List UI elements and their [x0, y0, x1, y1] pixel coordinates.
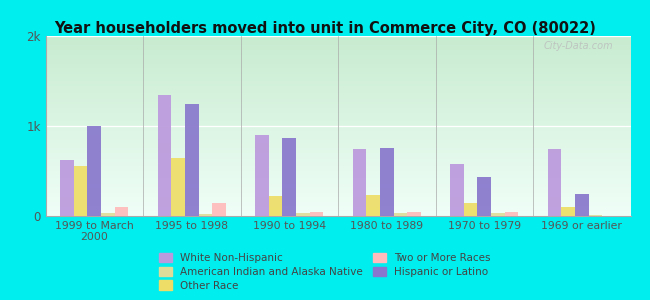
Bar — [491, 213, 504, 216]
Bar — [352, 148, 367, 216]
Bar — [588, 215, 602, 216]
Bar — [575, 194, 588, 216]
Bar — [157, 94, 172, 216]
Bar — [367, 195, 380, 216]
Bar — [185, 103, 199, 216]
Bar — [380, 148, 394, 216]
Legend: White Non-Hispanic, American Indian and Alaska Native, Other Race, Two or More R: White Non-Hispanic, American Indian and … — [155, 248, 495, 295]
Bar — [547, 149, 561, 216]
Text: City-Data.com: City-Data.com — [543, 41, 613, 51]
Bar — [172, 158, 185, 216]
Bar — [60, 160, 74, 216]
Bar — [394, 213, 408, 216]
Bar — [310, 212, 324, 216]
Bar — [602, 215, 616, 216]
Bar — [269, 196, 282, 216]
Bar — [74, 166, 87, 216]
Bar — [255, 135, 269, 216]
Bar — [212, 203, 226, 216]
Text: Year householders moved into unit in Commerce City, CO (80022): Year householders moved into unit in Com… — [54, 21, 596, 36]
Bar — [101, 213, 115, 216]
Bar — [87, 126, 101, 216]
Bar — [199, 214, 212, 216]
Bar — [561, 208, 575, 216]
Bar — [477, 177, 491, 216]
Bar — [114, 207, 129, 216]
Bar — [505, 212, 519, 216]
Bar — [450, 164, 464, 216]
Bar — [296, 213, 310, 216]
Bar — [463, 203, 477, 216]
Bar — [407, 212, 421, 216]
Bar — [282, 138, 296, 216]
